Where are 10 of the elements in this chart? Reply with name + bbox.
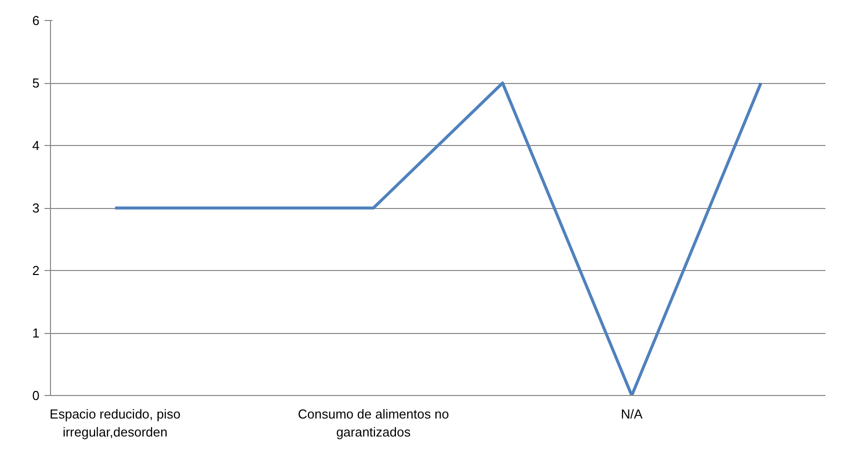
y-tick-label: 0 (32, 388, 40, 403)
y-tick-label: 1 (32, 326, 40, 340)
x-tick-label: Consumo de alimentos no garantizados (298, 406, 449, 440)
y-tick-label: 5 (32, 76, 40, 90)
y-tick-label: 3 (32, 200, 40, 216)
y-tick-label: 4 (32, 138, 40, 153)
x-tick-label: N/A (620, 406, 643, 422)
y-tick-label: 6 (32, 13, 40, 28)
x-tick-label: Espacio reducido, piso irregular,desorden (50, 406, 180, 440)
y-tick-label: 2 (32, 263, 40, 278)
